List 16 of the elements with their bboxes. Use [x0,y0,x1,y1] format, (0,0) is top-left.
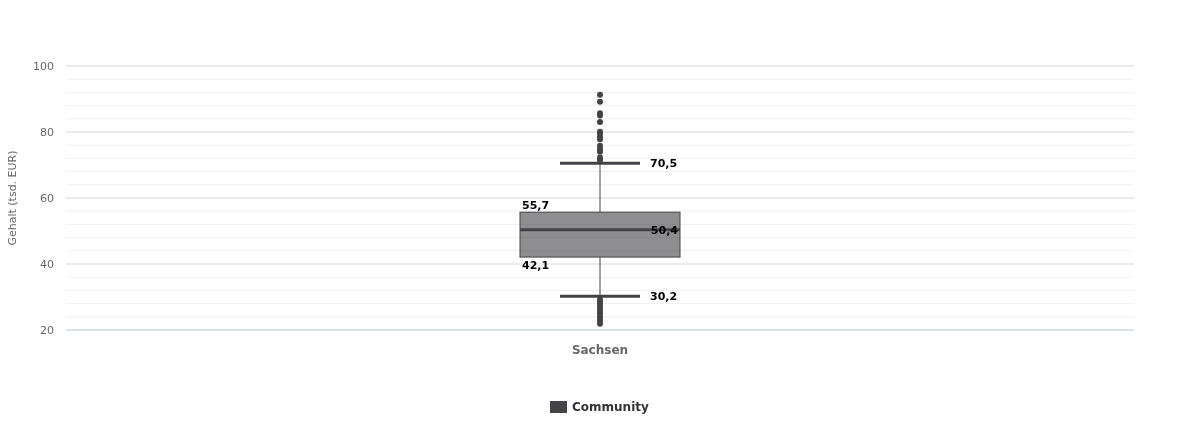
y-tick-label: 80 [40,126,54,139]
y-tick-label: 20 [40,324,54,337]
annotation: 55,7 [522,199,550,213]
annotation: 30,2 [650,290,678,304]
y-tick-label: 60 [40,192,54,205]
y-tick-label: 40 [40,258,54,271]
annotation: 42,1 [522,259,550,273]
y-axis-title: Gehalt (tsd. EUR) [6,150,19,246]
point [597,98,603,105]
annotation: 50,4 [650,223,679,237]
legend-label: Community [572,400,649,414]
y-tick-label: 100 [33,60,54,73]
annotation: 70,5 [650,157,678,171]
x-tick-label: Sachsen [571,343,629,357]
point [597,91,603,98]
point [597,119,603,126]
